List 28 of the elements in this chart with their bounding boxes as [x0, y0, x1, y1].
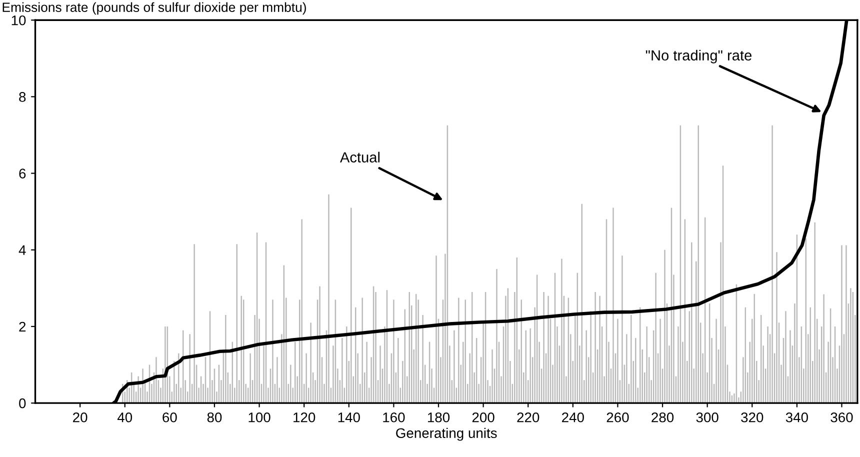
annotation: "No trading" rate — [646, 50, 752, 64]
x-tick-label: 340 — [786, 412, 808, 422]
x-tick-label: 240 — [562, 412, 584, 422]
x-tick-label: 100 — [248, 412, 270, 422]
x-tick-label: 20 — [73, 412, 88, 422]
x-tick-label: 120 — [294, 412, 316, 422]
y-tick-label: 10 — [12, 15, 26, 26]
y-tick-label: 2 — [19, 322, 26, 332]
x-tick-label: 220 — [517, 412, 540, 422]
x-tick-label: 200 — [472, 412, 494, 422]
x-tick-label: 80 — [207, 412, 222, 422]
x-tick-label: 360 — [830, 412, 853, 422]
x-tick-label: 40 — [117, 412, 132, 422]
x-tick-label: 300 — [696, 412, 718, 422]
y-tick-label: 4 — [18, 245, 26, 255]
x-tick-label: 140 — [338, 412, 360, 422]
x-tick-label: 160 — [383, 412, 405, 422]
x-tick-label: 180 — [428, 412, 450, 422]
x-tick-label: 60 — [162, 412, 177, 422]
x-tick-label: 260 — [606, 412, 629, 422]
x-tick-label: 280 — [652, 412, 674, 422]
y-tick-label: 0 — [19, 398, 26, 408]
y-axis-title: Emissions rate (pounds of sulfur dioxide per mmbtu) — [2, 2, 306, 15]
x-axis-title: Generating units — [396, 428, 497, 441]
y-tick-label: 8 — [19, 92, 26, 102]
annotation: Actual — [340, 152, 380, 162]
x-tick-label: 320 — [741, 412, 764, 422]
y-tick-label: 6 — [19, 168, 26, 178]
